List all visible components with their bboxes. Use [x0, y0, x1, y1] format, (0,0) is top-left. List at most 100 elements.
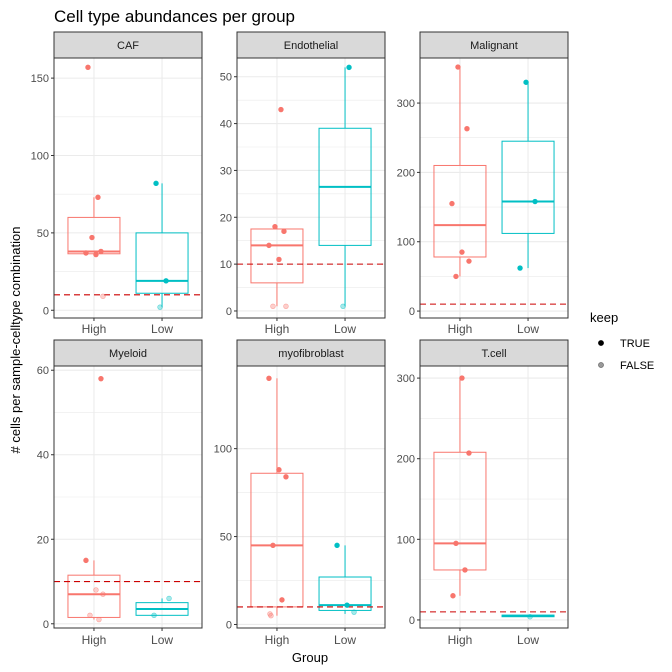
y-tick-label: 50 — [37, 228, 49, 240]
data-point — [517, 265, 523, 271]
box-low — [135, 183, 189, 308]
box-low — [318, 67, 372, 307]
facet-strip-label: myofibroblast — [278, 348, 343, 360]
panel-myofibroblast: myofibroblast 0 50 100 High Low — [214, 339, 386, 647]
data-point — [453, 273, 459, 280]
box-low — [501, 82, 555, 269]
x-tick-label: Low — [151, 633, 173, 647]
data-point — [276, 256, 282, 263]
box-high — [250, 226, 304, 307]
panel-background — [237, 58, 385, 318]
data-point — [281, 228, 287, 235]
box-iqr — [318, 576, 372, 611]
data-point — [351, 609, 357, 615]
data-point — [527, 614, 533, 620]
data-point — [532, 198, 538, 205]
y-tick-label: 150 — [31, 73, 49, 85]
facet-strip-label: CAF — [117, 40, 139, 52]
y-tick-label: 300 — [397, 373, 415, 385]
box-low — [135, 598, 189, 616]
box-high — [433, 378, 487, 596]
facet-strip — [236, 339, 386, 367]
y-tick-label: 100 — [397, 534, 415, 546]
data-point — [455, 64, 461, 70]
facet-strip-label: Malignant — [470, 40, 518, 52]
y-tick-label: 100 — [214, 444, 232, 456]
y-tick-label: 0 — [409, 615, 415, 627]
x-tick-label: Low — [151, 322, 173, 336]
data-point — [270, 303, 276, 309]
data-point — [83, 250, 89, 256]
data-point — [272, 223, 278, 230]
panel-myeloid: Myeloid 0 20 40 60 High Low — [37, 339, 203, 647]
data-point — [100, 293, 106, 300]
data-point — [93, 251, 99, 258]
y-tick-label: 10 — [220, 259, 232, 271]
x-tick-label: High — [82, 322, 107, 336]
x-tick-label: Low — [334, 322, 356, 336]
box-iqr — [250, 472, 304, 608]
y-tick-label: 50 — [220, 72, 232, 84]
data-point — [334, 542, 340, 549]
facet-strip — [419, 31, 569, 59]
data-point — [278, 106, 284, 113]
facet-strip-label: Endothelial — [284, 40, 338, 52]
y-tick-label: 100 — [31, 151, 49, 163]
box-iqr — [67, 574, 121, 618]
box-iqr — [135, 232, 189, 294]
box-iqr — [250, 228, 304, 284]
panel-border — [53, 365, 203, 629]
y-tick-label: 30 — [220, 165, 232, 177]
y-tick-label: 0 — [226, 619, 232, 631]
data-point — [153, 180, 159, 187]
data-point — [98, 248, 104, 255]
data-point — [268, 612, 274, 619]
facet-strip-label: Myeloid — [109, 348, 147, 360]
data-point — [151, 612, 157, 619]
x-tick-label: High — [265, 633, 290, 647]
panel-endothelial: Endothelial 0 10 20 30 40 50 High Low — [220, 31, 386, 336]
y-tick-label: 40 — [37, 450, 49, 462]
y-tick-label: 0 — [409, 306, 415, 318]
box-iqr — [433, 451, 487, 571]
facet-strip — [236, 31, 386, 59]
panel-background — [54, 58, 202, 318]
y-tick-label: 50 — [220, 532, 232, 544]
data-point — [464, 126, 470, 132]
y-tick-label: 0 — [226, 306, 232, 318]
data-point — [459, 375, 465, 381]
x-tick-label: High — [82, 633, 107, 647]
x-tick-label: High — [265, 322, 290, 336]
legend-entry-false: FALSE — [598, 360, 654, 372]
data-point — [523, 79, 529, 85]
legend-entry-true: TRUE — [598, 338, 650, 350]
panel-background — [420, 366, 568, 628]
data-point — [266, 375, 272, 382]
y-tick-label: 100 — [397, 237, 415, 249]
facet-strip — [53, 31, 203, 59]
legend-label: TRUE — [620, 338, 650, 350]
data-point — [270, 542, 276, 549]
panel-background — [237, 366, 385, 628]
y-tick-label: 60 — [37, 365, 49, 377]
data-point — [283, 474, 289, 480]
x-tick-label: High — [448, 633, 473, 647]
panel-border — [419, 365, 569, 629]
facet-strip — [419, 339, 569, 367]
panel-border — [236, 57, 386, 319]
data-point — [96, 616, 102, 623]
chart-title: Cell type abundances per group — [54, 7, 295, 26]
data-point — [450, 593, 456, 599]
panel-border — [419, 57, 569, 319]
y-tick-label: 0 — [43, 305, 49, 317]
panel-border — [53, 57, 203, 319]
x-axis-label: Group — [292, 650, 328, 665]
facet-strip — [53, 339, 203, 367]
x-tick-label: Low — [334, 633, 356, 647]
data-point — [83, 557, 89, 564]
y-tick-label: 200 — [397, 454, 415, 466]
data-point — [166, 595, 172, 602]
panel-malignant: Malignant 0 100 200 300 High Low — [397, 31, 569, 336]
data-point — [163, 278, 169, 284]
